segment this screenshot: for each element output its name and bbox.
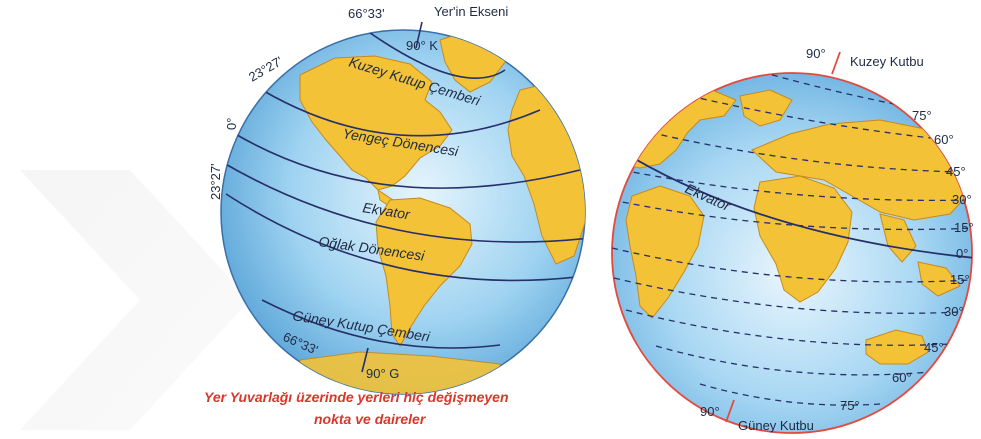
watermark-chevron [20, 170, 250, 430]
southeast-asia-islands-right [917, 261, 961, 297]
capricorn-left-degree: 23°27' [208, 163, 223, 200]
south-pole-label: 90° G [366, 366, 399, 381]
lat-label-45s: 45° [924, 340, 944, 355]
lat-label-60n: 60° [934, 132, 954, 147]
axis-label: Yer'in Ekseni [434, 4, 508, 19]
arctic-top-degree: 66°33' [348, 6, 385, 21]
equator-line [221, 161, 585, 243]
lat-label-30n: 30° [952, 192, 972, 207]
lat-label-60s: 60° [892, 370, 912, 385]
earth-axis-south-line [361, 347, 369, 373]
parallel-60s [655, 345, 931, 376]
equator-left-degree: 0° [224, 118, 239, 130]
parallel-75s [699, 383, 881, 406]
parallel-15n [612, 199, 972, 231]
parallel-75n [739, 73, 941, 113]
left-globe: Yer'in Ekseni 66°33' 90° K Kuzey Kutup Ç… [204, 4, 586, 427]
equator-line-right [619, 149, 972, 259]
lat-label-15n: 15° [954, 220, 974, 235]
north-pole-name: Kuzey Kutbu [850, 54, 924, 69]
lat-label-45n: 45° [946, 164, 966, 179]
parallel-30n [612, 167, 971, 202]
north-pole-label: 90° K [406, 38, 438, 53]
parallel-15s [612, 247, 971, 283]
capricorn-tropic-line [225, 193, 585, 282]
north-pole-degree: 90° [806, 46, 826, 61]
antarctic-circle-line [261, 299, 501, 349]
south-pole-degree: 90° [700, 404, 720, 419]
lat-label-75n: 75° [912, 108, 932, 123]
lat-label-75s: 75° [840, 398, 860, 413]
cancer-tropic-line [231, 131, 581, 189]
arctic-circle-lower-line [261, 89, 541, 137]
south-pole-name: Güney Kutbu [738, 418, 814, 433]
eurasia-landmass-right [751, 119, 972, 221]
north-pole-mark [831, 51, 841, 75]
arctic-circle-line [351, 30, 506, 79]
lat-label-30s: 30° [944, 304, 964, 319]
north-america-landmass [299, 55, 453, 191]
south-america-landmass-right [625, 185, 705, 319]
greenland-landmass-right [739, 89, 793, 127]
parallel-45s [625, 309, 951, 346]
lat-label-15s: 15° [950, 272, 970, 287]
africa-landmass-right [753, 175, 853, 303]
lat-label-0: 0° [956, 246, 968, 261]
earth-axis-line [415, 21, 423, 49]
south-pole-mark [725, 399, 735, 423]
australia-landmass-right [865, 329, 929, 365]
equator-label: Ekvator [362, 199, 413, 222]
caption-line-1: Yer Yuvarlağı üzerinde yerleri hiç değiş… [204, 389, 509, 405]
caption-line-2: nokta ve daireler [314, 411, 427, 427]
parallel-30s [613, 277, 961, 314]
parallel-60n [689, 95, 951, 141]
right-globe: 90° Kuzey Kutbu 90° Güney Kutbu Ekvator … [611, 46, 974, 434]
